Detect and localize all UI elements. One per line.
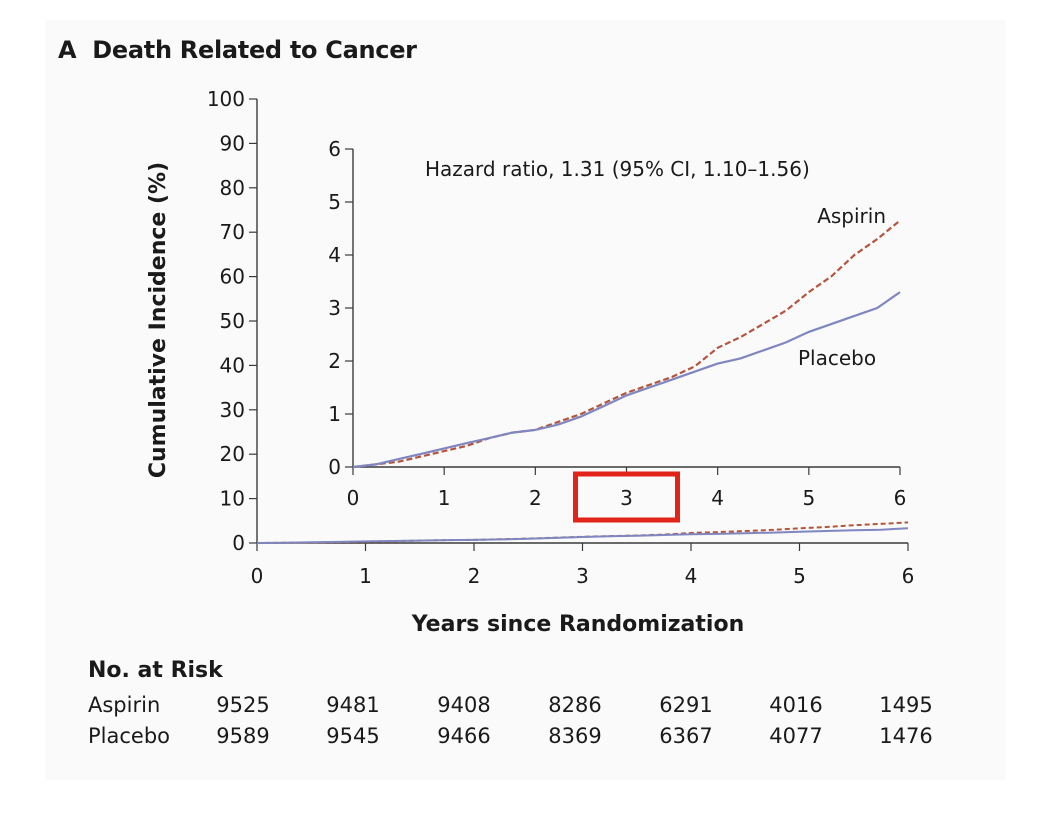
- x-tick-label: 0: [251, 564, 264, 588]
- y-tick-label: 50: [220, 309, 245, 333]
- inset-series-line-aspirin: [352, 219, 901, 469]
- y-tick-label: 80: [220, 176, 245, 200]
- x-tick-label: 5: [793, 564, 806, 588]
- series-line-aspirin: [256, 521, 909, 544]
- risk-value: 9525: [216, 693, 270, 717]
- y-tick-label: 30: [220, 398, 245, 422]
- y-tick-label: 60: [220, 265, 245, 289]
- risk-value: 9589: [216, 724, 270, 748]
- legend-label-placebo: Placebo: [798, 346, 876, 370]
- hazard-ratio-annotation: Hazard ratio, 1.31 (95% CI, 1.10–1.56): [425, 157, 810, 181]
- risk-row-label: Placebo: [88, 724, 171, 748]
- figure-panel: [45, 20, 1005, 780]
- risk-value: 8286: [548, 693, 602, 717]
- inset-y-tick-label: 4: [328, 243, 341, 267]
- y-tick-label: 20: [220, 442, 245, 466]
- inset-x-tick-label: 3: [620, 486, 633, 510]
- chart-title: Death Related to Cancer: [92, 36, 417, 64]
- inset-y-tick-label: 1: [328, 402, 341, 426]
- risk-value: 1476: [879, 724, 933, 748]
- inset-x-tick-label: 4: [711, 486, 724, 510]
- x-tick-label: 6: [902, 564, 915, 588]
- risk-row-label: Aspirin: [88, 693, 161, 717]
- risk-value: 9481: [326, 693, 380, 717]
- y-tick-label: 40: [220, 353, 245, 377]
- y-tick-label: 100: [207, 87, 245, 111]
- inset-y-tick-label: 0: [328, 455, 341, 479]
- x-axis-title: Years since Randomization: [411, 612, 744, 637]
- risk-value: 9466: [437, 724, 491, 748]
- risk-value: 9545: [326, 724, 380, 748]
- risk-value: 1495: [879, 693, 933, 717]
- inset-x-tick-label: 2: [529, 486, 542, 510]
- y-tick-label: 0: [232, 531, 245, 555]
- inset-x-tick-label: 6: [894, 486, 907, 510]
- series-line-placebo: [256, 527, 909, 544]
- figure-title: A Death Related to Cancer: [58, 36, 417, 64]
- risk-value: 9408: [437, 693, 491, 717]
- risk-value: 6291: [659, 693, 713, 717]
- inset-series-line-placebo: [352, 291, 901, 469]
- inset-x-tick-label: 0: [347, 486, 360, 510]
- x-tick-label: 3: [576, 564, 589, 588]
- y-axis-title: Cumulative Incidence (%): [146, 162, 171, 478]
- inset-x-tick-label: 5: [802, 486, 815, 510]
- y-tick-label: 10: [220, 487, 245, 511]
- x-tick-label: 4: [685, 564, 698, 588]
- y-tick-label: 70: [220, 220, 245, 244]
- legend-label-aspirin: Aspirin: [817, 204, 886, 228]
- panel-letter: A: [58, 36, 77, 64]
- risk-value: 4016: [769, 693, 823, 717]
- inset-x-tick-label: 1: [438, 486, 451, 510]
- risk-value: 4077: [769, 724, 823, 748]
- risk-table-title: No. at Risk: [88, 658, 223, 683]
- risk-value: 6367: [659, 724, 713, 748]
- inset-y-tick-label: 6: [328, 137, 341, 161]
- inset-y-tick-label: 2: [328, 349, 341, 373]
- inset-chart: 0 1 2 3 4 5 6 0 1 2 3 4 5 6 Hazard ratio, 1.31 (95% CI…: [328, 137, 907, 523]
- inset-y-tick-label: 3: [328, 296, 341, 320]
- x-tick-label: 1: [359, 564, 372, 588]
- x-tick-label: 2: [468, 564, 481, 588]
- risk-value: 8369: [548, 724, 602, 748]
- y-tick-label: 90: [220, 131, 245, 155]
- highlight-box: [573, 471, 680, 523]
- inset-y-tick-label: 5: [328, 190, 341, 214]
